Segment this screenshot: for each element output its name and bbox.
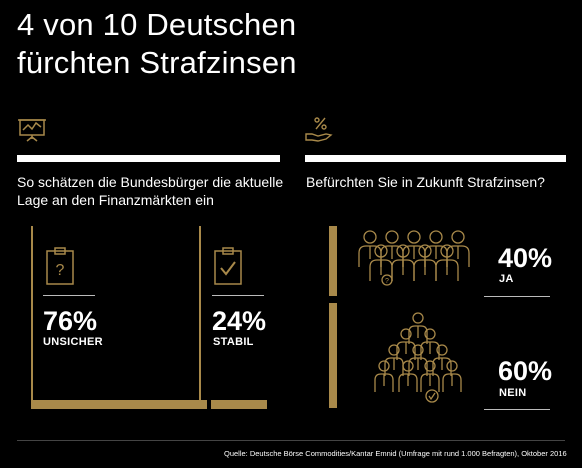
right-question: Befürchten Sie in Zukunft Strafzinsen? <box>306 174 545 190</box>
left-axis-line-stabil <box>199 226 201 406</box>
left-divider-bar <box>17 155 280 162</box>
bar-stabil <box>211 400 267 409</box>
right-divider-bar <box>305 155 566 162</box>
trend-chart-board-icon <box>18 119 46 142</box>
value-label-ja: 40% <box>498 243 553 273</box>
bar-nein <box>329 303 337 408</box>
svg-text:?: ? <box>56 262 65 279</box>
page-title-line-1: 4 von 10 Deutschen <box>17 7 297 42</box>
clipboard-check-icon <box>214 247 242 285</box>
value-label-nein: 60% <box>498 356 553 386</box>
bar-ja <box>329 226 337 296</box>
page-title-line-2: fürchten Strafzinsen <box>17 45 297 80</box>
people-group-question-icon: ? <box>358 230 470 286</box>
left-axis-line-unsicher <box>31 226 33 406</box>
value-label-unsicher: 76% <box>43 306 98 336</box>
category-label-ja: JA <box>499 273 514 285</box>
underline-stabil <box>212 295 264 296</box>
category-label-stabil: STABIL <box>213 336 254 348</box>
people-group-check-icon <box>374 312 462 403</box>
category-label-nein: NEIN <box>499 387 527 399</box>
clipboard-question-icon: ? <box>46 247 74 285</box>
left-question-line-1: So schätzen die Bundesbürger die aktuell… <box>17 174 284 190</box>
svg-text:?: ? <box>385 278 389 285</box>
source-note: Quelle: Deutsche Börse Commodities/Kanta… <box>224 449 567 458</box>
percent-hand-icon <box>305 117 333 142</box>
value-label-stabil: 24% <box>212 306 267 336</box>
footer-divider <box>17 440 565 441</box>
bar-unsicher <box>31 400 208 409</box>
underline-ja <box>484 296 550 297</box>
category-label-unsicher: UNSICHER <box>43 336 103 348</box>
left-question: So schätzen die Bundesbürger die aktuell… <box>17 173 283 209</box>
underline-unsicher <box>43 295 95 296</box>
underline-nein <box>484 409 550 410</box>
left-question-line-2: Lage an den Finanzmärkten ein <box>17 192 214 208</box>
